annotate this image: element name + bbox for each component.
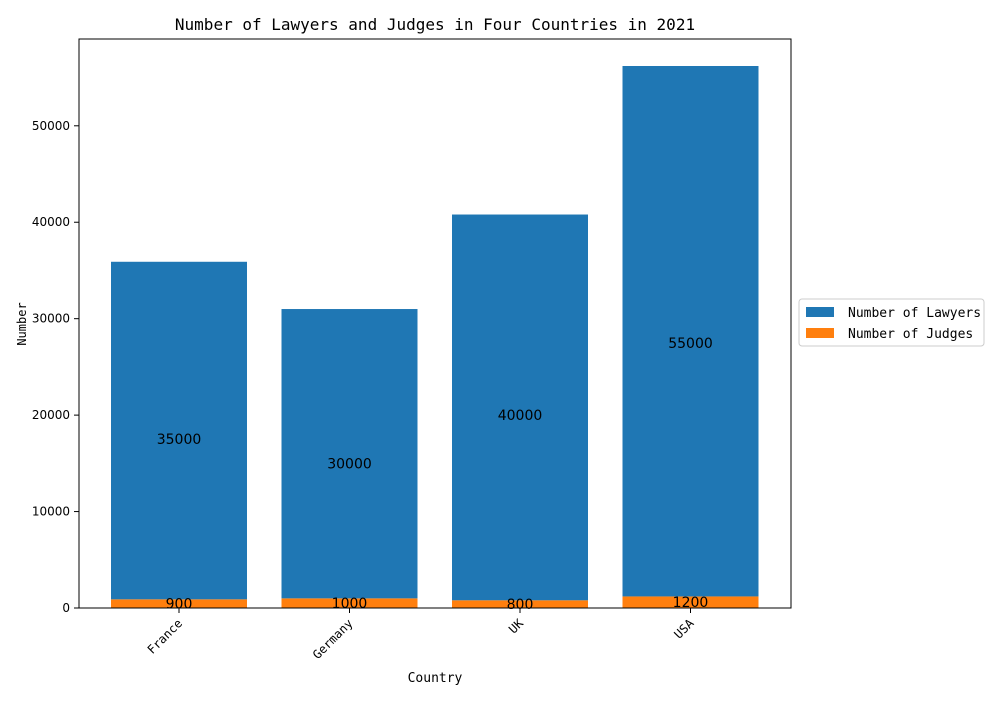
x-tick-label: Germany xyxy=(310,616,356,662)
y-tick-label: 0 xyxy=(62,601,70,615)
bar-number-of-lawyers-france xyxy=(111,261,247,600)
bar-number-of-lawyers-uk xyxy=(452,214,588,601)
x-tick-label: UK xyxy=(506,616,527,637)
y-tick-label: 40000 xyxy=(32,215,70,229)
y-tick-label: 30000 xyxy=(32,312,70,326)
legend-swatch-judges xyxy=(806,328,834,338)
legend-swatch-lawyers xyxy=(806,307,834,317)
bar-label-number-of-lawyers-usa: 55000 xyxy=(668,336,713,352)
legend-label-judges: Number of Judges xyxy=(848,327,973,342)
bar-number-of-judges-uk xyxy=(452,600,588,608)
legend-box xyxy=(798,298,985,347)
bar-number-of-judges-usa xyxy=(622,596,759,608)
bar-label-number-of-judges-usa: 1200 xyxy=(673,595,709,611)
bar-label-number-of-lawyers-germany: 30000 xyxy=(327,456,372,472)
bar-number-of-lawyers-usa xyxy=(622,66,759,597)
bar-label-number-of-judges-uk: 800 xyxy=(507,597,534,613)
bar-label-number-of-lawyers-uk: 40000 xyxy=(498,408,543,424)
bar-number-of-judges-germany xyxy=(281,598,418,608)
x-tick-label: France xyxy=(145,616,186,657)
y-axis: 0 10000 20000 30000 40000 50000 xyxy=(32,119,79,615)
bars-layer xyxy=(111,66,759,608)
bar-number-of-judges-france xyxy=(111,599,247,608)
y-tick-label: 50000 xyxy=(32,119,70,133)
y-tick-label: 10000 xyxy=(32,505,70,519)
x-axis-label: Country xyxy=(408,671,463,686)
bar-label-number-of-lawyers-france: 35000 xyxy=(157,432,202,448)
bar-number-of-lawyers-germany xyxy=(281,309,418,599)
bar-label-number-of-judges-france: 900 xyxy=(166,597,193,613)
legend-label-lawyers: Number of Lawyers xyxy=(848,306,981,321)
y-axis-label: Number xyxy=(15,302,29,345)
y-tick-label: 20000 xyxy=(32,408,70,422)
plot-area-frame xyxy=(78,38,792,609)
x-tick-label: USA xyxy=(671,616,697,642)
legend: Number of Lawyers Number of Judges xyxy=(798,298,985,347)
chart-title: Number of Lawyers and Judges in Four Cou… xyxy=(175,15,695,34)
x-axis: France Germany UK USA xyxy=(145,608,697,662)
